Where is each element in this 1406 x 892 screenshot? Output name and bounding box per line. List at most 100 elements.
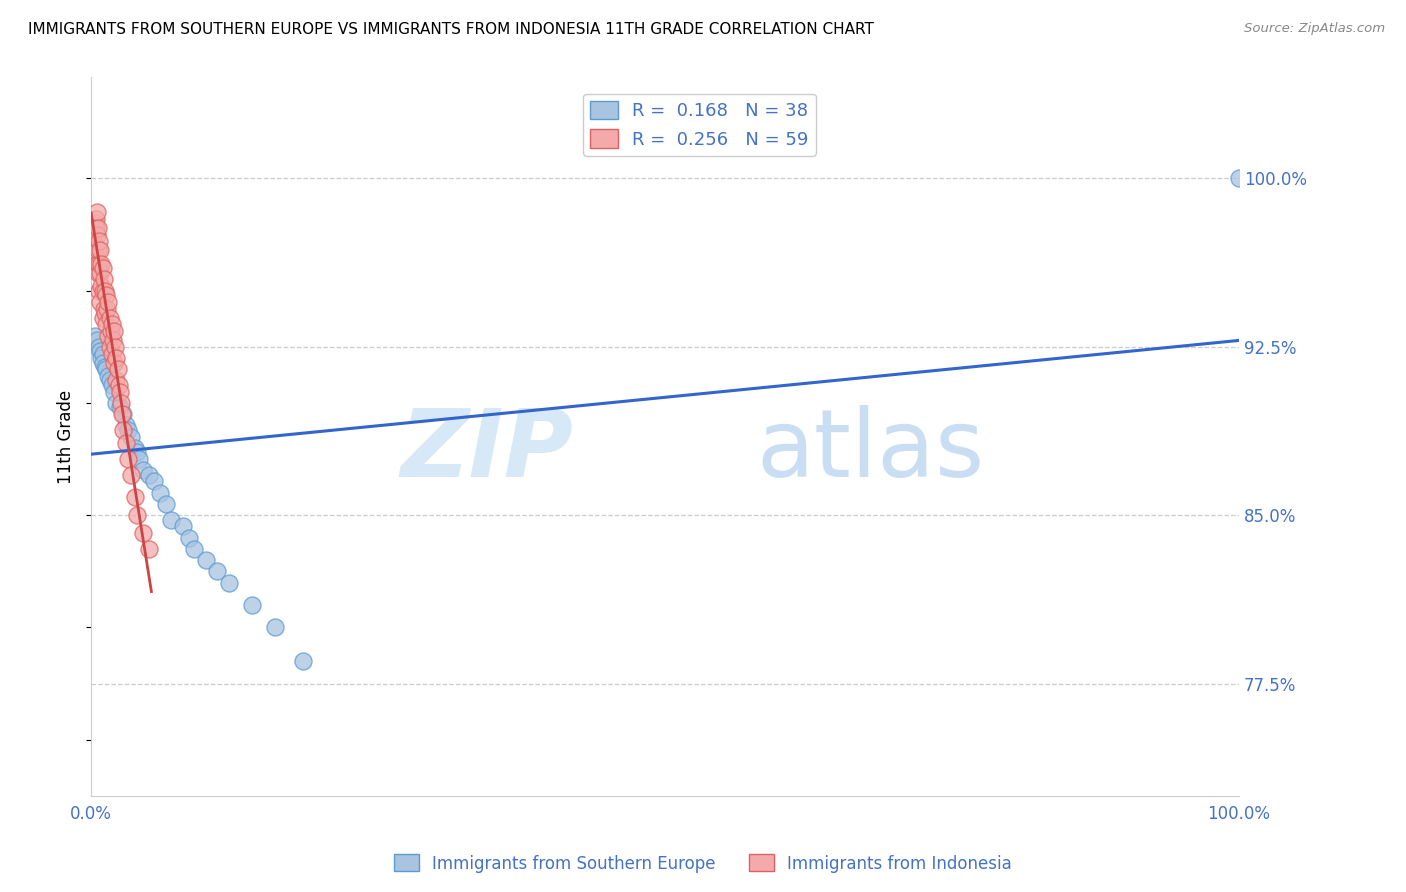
Point (89, 294, 111, 309)
Point (160, 513, 183, 527)
Point (108, 384, 131, 399)
Point (94, 318, 117, 332)
Point (94, 288, 117, 302)
Point (89, 235, 111, 249)
Point (94, 284, 117, 298)
Legend: R =  0.168   N = 38, R =  0.256   N = 59: R = 0.168 N = 38, R = 0.256 N = 59 (583, 94, 815, 156)
Point (125, 508, 148, 523)
Point (103, 355, 125, 369)
Point (132, 463, 155, 477)
Point (82, 244, 104, 258)
Point (97, 328, 120, 343)
Point (117, 452, 139, 467)
Point (89, 284, 111, 298)
Point (207, 564, 229, 578)
Point (172, 519, 194, 533)
Point (101, 318, 124, 332)
Point (110, 396, 132, 410)
Point (90, 351, 112, 365)
Point (87, 244, 110, 258)
Point (82, 227, 104, 242)
Point (120, 467, 142, 482)
Point (240, 598, 263, 612)
Point (86, 333, 108, 347)
Point (86, 257, 108, 271)
Point (93, 301, 115, 316)
Point (114, 436, 136, 450)
Text: Source: ZipAtlas.com: Source: ZipAtlas.com (1244, 22, 1385, 36)
Point (138, 467, 160, 482)
Point (292, 654, 315, 668)
Point (89, 344, 111, 359)
Point (132, 526, 155, 541)
Point (86, 227, 108, 242)
Point (91, 355, 114, 369)
Point (84, 211, 107, 226)
Point (117, 423, 139, 437)
Point (124, 490, 146, 504)
Point (107, 362, 129, 376)
Point (120, 429, 142, 443)
Point (89, 266, 111, 280)
Point (94, 359, 117, 374)
Point (183, 541, 205, 556)
Point (89, 340, 111, 354)
Point (94, 306, 117, 320)
Point (87, 266, 110, 280)
Point (104, 340, 127, 354)
Point (101, 378, 124, 392)
Point (105, 374, 128, 388)
Point (155, 497, 177, 511)
Point (107, 378, 129, 392)
Point (83, 216, 105, 230)
Point (103, 384, 125, 399)
Text: IMMIGRANTS FROM SOUTHERN EUROPE VS IMMIGRANTS FROM INDONESIA 11TH GRADE CORRELAT: IMMIGRANTS FROM SOUTHERN EUROPE VS IMMIG… (28, 22, 875, 37)
Y-axis label: 11th Grade: 11th Grade (58, 390, 75, 483)
Point (108, 401, 131, 415)
Point (98, 374, 121, 388)
Point (83, 328, 105, 343)
Point (263, 620, 285, 634)
Point (100, 324, 122, 338)
Point (93, 272, 115, 286)
Point (97, 294, 120, 309)
Point (101, 346, 124, 360)
Point (91, 261, 114, 276)
Point (138, 541, 160, 556)
Point (124, 441, 146, 455)
Point (82, 235, 104, 249)
Point (103, 324, 125, 338)
Point (112, 423, 135, 437)
Point (98, 310, 121, 325)
Point (96, 301, 118, 316)
Point (83, 225, 105, 239)
Text: ZIP: ZIP (401, 405, 574, 497)
Point (91, 346, 114, 360)
Point (84, 250, 107, 264)
Point (128, 452, 150, 467)
Point (1227, 171, 1250, 186)
Point (94, 362, 117, 376)
Point (149, 485, 172, 500)
Point (177, 531, 200, 545)
Point (86, 205, 108, 219)
Point (105, 351, 128, 365)
Point (114, 418, 136, 433)
Point (105, 396, 128, 410)
Point (90, 279, 112, 293)
Point (125, 445, 148, 459)
Point (90, 257, 112, 271)
Point (111, 407, 134, 421)
Legend: Immigrants from Southern Europe, Immigrants from Indonesia: Immigrants from Southern Europe, Immigra… (387, 847, 1019, 880)
Text: atlas: atlas (756, 405, 986, 497)
Point (97, 369, 120, 384)
Point (218, 575, 240, 590)
Point (84, 220, 107, 235)
Point (89, 257, 111, 271)
Point (143, 475, 166, 489)
Point (98, 340, 121, 354)
Point (91, 310, 114, 325)
Point (101, 333, 124, 347)
Point (194, 553, 217, 567)
Point (83, 239, 105, 253)
